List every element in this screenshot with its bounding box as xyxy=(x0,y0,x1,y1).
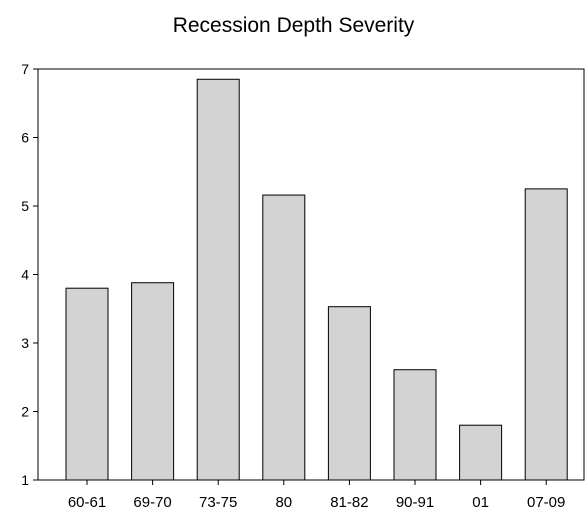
bar-69-70 xyxy=(131,282,175,481)
x-tick-label-60-61: 60-61 xyxy=(68,494,106,511)
x-tick-label-90-91: 90-91 xyxy=(396,494,434,511)
bar-80 xyxy=(262,194,306,481)
bar-01 xyxy=(459,424,503,481)
x-tick-label-80: 80 xyxy=(275,494,292,511)
chart-title: Recession Depth Severity xyxy=(172,14,415,37)
bar-73-75 xyxy=(196,78,240,481)
x-tick-label-07-09: 07-09 xyxy=(527,494,565,511)
y-tick-label-3: 3 xyxy=(21,335,29,351)
y-tick-label-4: 4 xyxy=(21,267,29,283)
bar-81-82 xyxy=(327,306,371,481)
y-tick-label-6: 6 xyxy=(21,130,29,146)
x-tick-label-81-82: 81-82 xyxy=(330,494,368,511)
bar-90-91 xyxy=(393,369,437,481)
plot-frame xyxy=(37,68,585,481)
y-tick-label-1: 1 xyxy=(21,472,29,488)
x-tick-label-01: 01 xyxy=(472,494,489,511)
x-tick-label-69-70: 69-70 xyxy=(133,494,171,511)
y-tick-label-7: 7 xyxy=(21,61,29,77)
y-tick-label-2: 2 xyxy=(21,404,29,420)
bar-60-61 xyxy=(65,287,109,481)
y-tick-label-5: 5 xyxy=(21,198,29,214)
x-tick-label-73-75: 73-75 xyxy=(199,494,237,511)
bar-07-09 xyxy=(524,188,568,481)
